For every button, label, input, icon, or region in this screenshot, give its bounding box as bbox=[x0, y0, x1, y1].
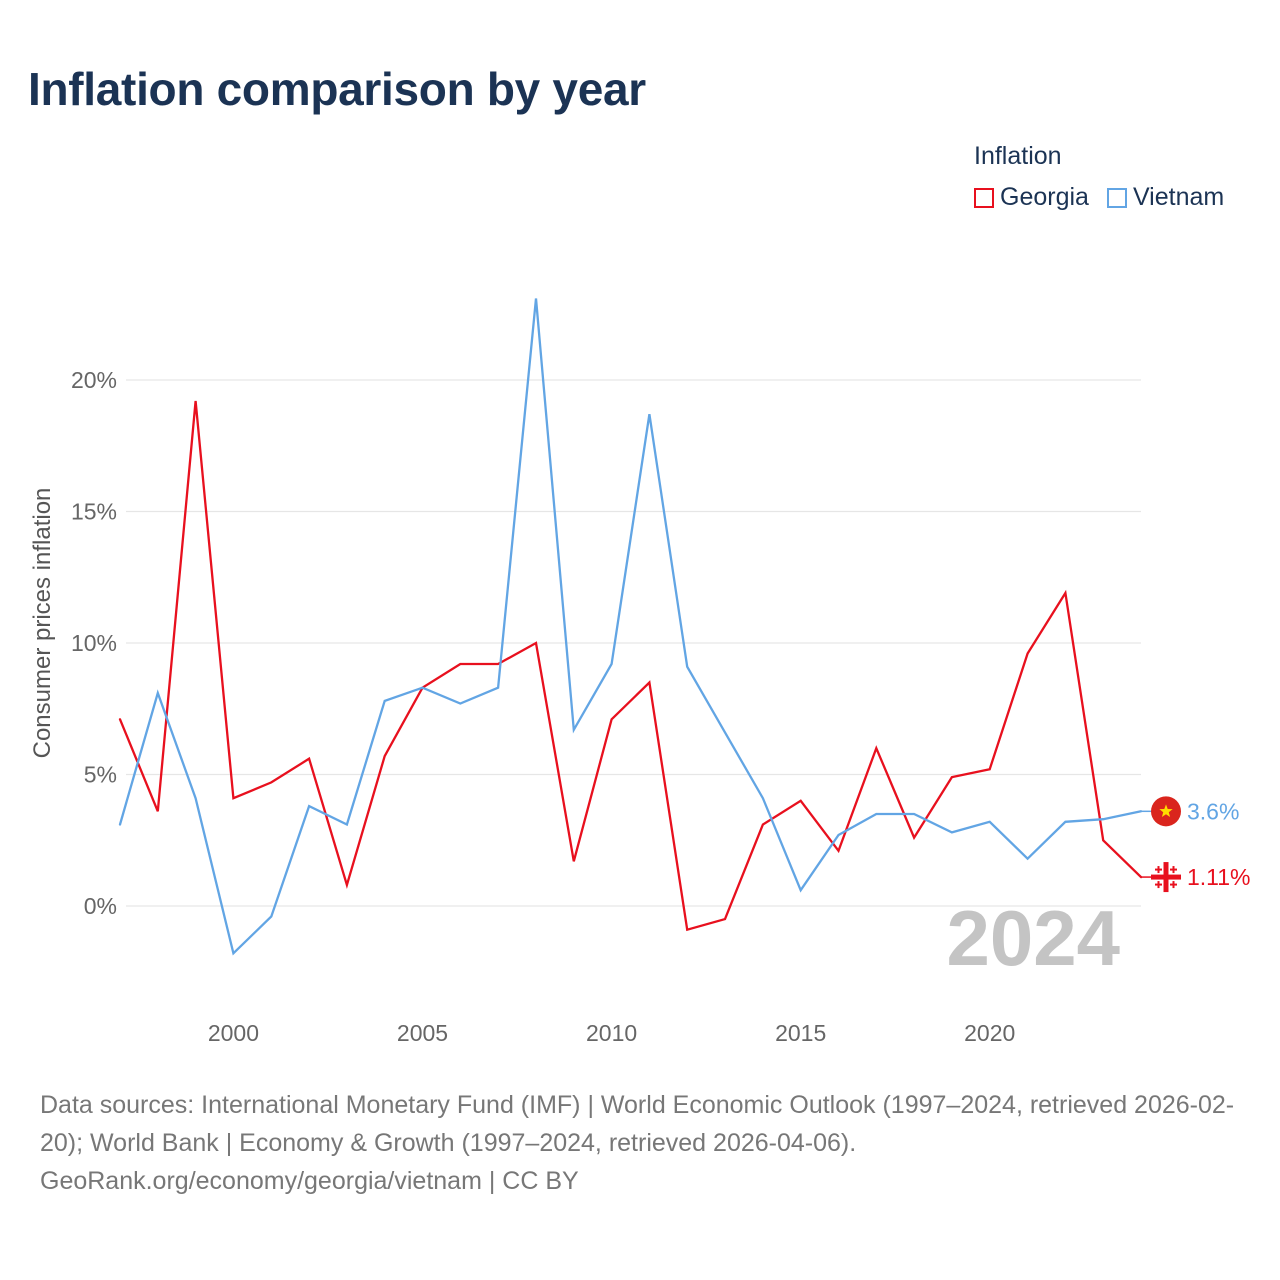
legend-swatch-vietnam bbox=[1106, 187, 1127, 208]
end-value-label-vietnam: 3.6% bbox=[1187, 798, 1239, 824]
y-tick-label: 0% bbox=[84, 893, 117, 919]
y-tick-label: 15% bbox=[71, 499, 117, 525]
grid bbox=[126, 379, 1141, 907]
end-value-label-georgia: 1.11% bbox=[1187, 864, 1251, 890]
y-tick-label: 5% bbox=[84, 762, 117, 788]
sources-attribution: GeoRank.org/economy/georgia/vietnam | CC… bbox=[40, 1167, 579, 1195]
legend-label-vietnam: Vietnam bbox=[1132, 183, 1225, 211]
vietnam-flag-icon bbox=[1141, 796, 1181, 827]
y-tick-label: 20% bbox=[71, 367, 117, 393]
x-tick-label: 2010 bbox=[586, 1020, 637, 1046]
data-sources: Data sources: International Monetary Fun… bbox=[40, 1086, 1250, 1200]
legend: Inflation Georgia Vietnam bbox=[974, 142, 1224, 212]
x-axis: 2000 2005 2010 2015 2020 bbox=[208, 1020, 1015, 1046]
sources-text: Data sources: International Monetary Fun… bbox=[40, 1091, 1235, 1157]
series bbox=[118, 298, 1143, 956]
legend-item-vietnam[interactable]: Vietnam bbox=[1106, 183, 1225, 212]
x-tick-label: 2020 bbox=[964, 1020, 1015, 1046]
legend-label-georgia: Georgia bbox=[1000, 183, 1089, 211]
y-axis-title: Consumer prices inflation bbox=[29, 488, 56, 759]
y-tick-label: 10% bbox=[71, 630, 117, 656]
y-axis: 0% 5% 10% 15% 20% bbox=[71, 367, 117, 919]
series-line-georgia bbox=[118, 400, 1143, 932]
page-title: Inflation comparison by year bbox=[28, 63, 646, 115]
legend-swatch-georgia bbox=[974, 187, 994, 208]
x-tick-label: 2015 bbox=[775, 1020, 826, 1046]
year-stamp: 2024 bbox=[946, 894, 1120, 982]
legend-title: Inflation bbox=[974, 142, 1062, 170]
legend-item-georgia[interactable]: Georgia bbox=[974, 183, 1089, 212]
georgia-flag-icon bbox=[1141, 862, 1181, 893]
series-line-vietnam bbox=[118, 298, 1143, 956]
x-tick-label: 2000 bbox=[208, 1020, 259, 1046]
end-labels: 1.11% 3.6% bbox=[1141, 796, 1251, 893]
x-tick-label: 2005 bbox=[397, 1020, 448, 1046]
